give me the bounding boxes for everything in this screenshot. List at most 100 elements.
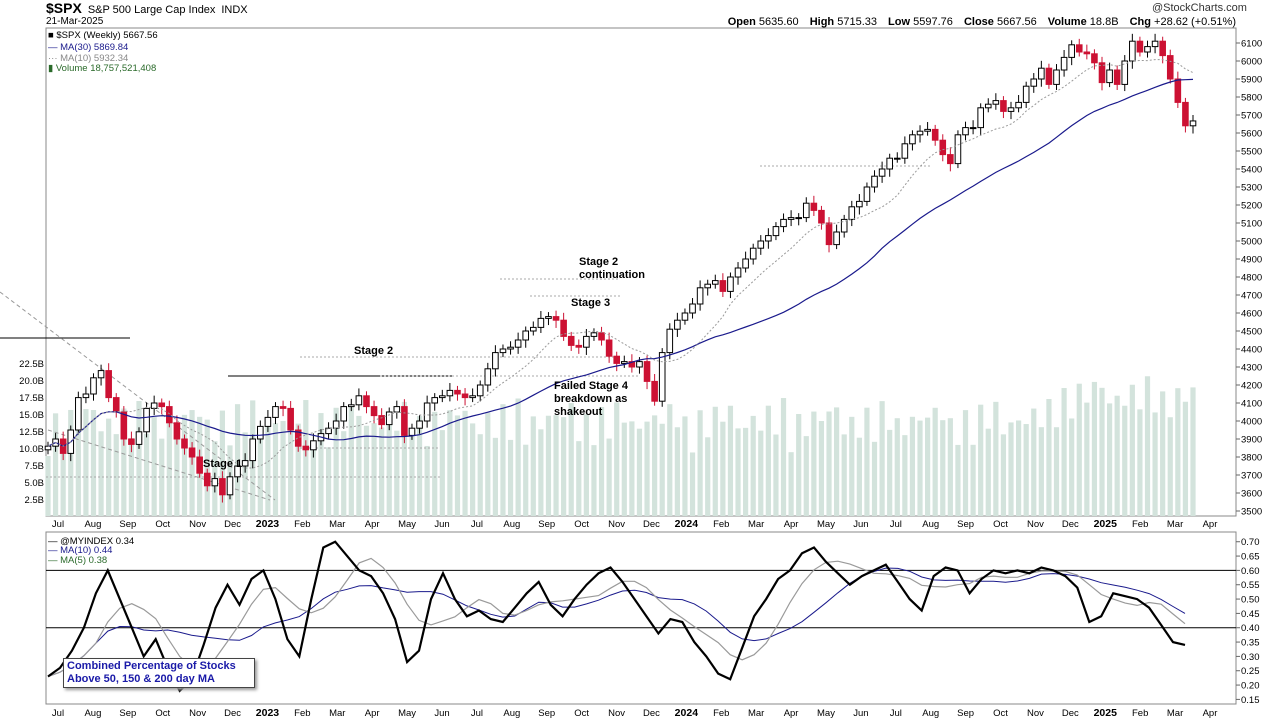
- indicator-x-label: Apr: [365, 708, 380, 719]
- price-tick-label: 4300: [1241, 363, 1262, 374]
- candle-up: [696, 287, 704, 305]
- volume-bar: [98, 431, 104, 516]
- volume-bar: [962, 410, 969, 516]
- price-tick-label: 6100: [1241, 39, 1262, 50]
- volume-bar: [1076, 383, 1082, 516]
- volume-bar: [871, 441, 878, 516]
- candle-down: [279, 406, 287, 409]
- price-x-label: Oct: [993, 519, 1008, 530]
- price-tick-label: 5900: [1241, 75, 1262, 86]
- candle-down: [1113, 69, 1121, 85]
- volume-bar: [310, 448, 316, 516]
- high-label: High: [809, 16, 835, 28]
- high-value: 5715.33: [837, 16, 877, 28]
- candle-up: [97, 370, 105, 379]
- volume-tick-label: 17.5B: [19, 393, 44, 404]
- volume-bar: [1144, 376, 1151, 516]
- indicator-x-label: Dec: [224, 708, 241, 719]
- candle-up: [1053, 69, 1060, 85]
- price-tick-label: 5100: [1241, 219, 1262, 230]
- chg-label: Chg: [1129, 16, 1151, 28]
- price-tick-label: 4000: [1241, 417, 1262, 428]
- downtrend-line: [0, 291, 276, 501]
- volume-bar: [606, 438, 612, 516]
- candle-up: [75, 397, 82, 431]
- volume-bar: [652, 415, 658, 516]
- volume-bar: [856, 437, 862, 516]
- volume-bar: [674, 427, 680, 516]
- candle-up: [241, 460, 249, 467]
- volume-bar: [356, 415, 362, 516]
- volume-bar: [75, 424, 81, 516]
- indicator-tick-label: 0.20: [1241, 681, 1260, 692]
- volume-bar: [174, 423, 180, 516]
- volume-bar: [667, 404, 673, 516]
- indicator-x-label: Dec: [1062, 708, 1079, 719]
- price-tick-label: 5500: [1241, 147, 1262, 158]
- candle-down: [552, 316, 560, 321]
- ohlc-readout: Open 5635.60 High 5715.33 Low 5597.76 Cl…: [720, 16, 1236, 28]
- volume-bar: [166, 414, 172, 516]
- volume-bar: [288, 410, 294, 516]
- candle-up: [150, 402, 158, 409]
- indicator-line: [47, 540, 1186, 693]
- price-tick-label: 5700: [1241, 111, 1262, 122]
- candle-up: [742, 258, 749, 269]
- indicator-x-label: Oct: [574, 708, 589, 719]
- candle-up: [711, 280, 719, 285]
- candle-down: [1045, 67, 1053, 85]
- volume-bar: [113, 434, 119, 516]
- volume-tick-label: 15.0B: [19, 410, 44, 421]
- candle-up: [590, 332, 598, 337]
- volume-tick-label: 10.0B: [19, 444, 44, 455]
- candle-up: [431, 397, 439, 404]
- candle-down: [931, 128, 939, 141]
- candle-up: [916, 130, 924, 136]
- volume-bar: [887, 429, 893, 516]
- candle-up: [1151, 40, 1159, 48]
- volume-bar: [644, 421, 650, 516]
- volume-bar: [303, 400, 309, 516]
- indicator-x-label: Nov: [608, 708, 625, 719]
- candle-up: [954, 134, 962, 165]
- volume-bar: [720, 421, 726, 516]
- candle-down: [302, 445, 310, 451]
- annotation-stage2: Stage 2: [354, 345, 394, 357]
- candle-up: [984, 103, 992, 109]
- candle-up: [484, 368, 492, 386]
- price-x-label: Dec: [224, 519, 241, 530]
- annotation-stage3: Stage 3: [571, 297, 611, 309]
- symbol: $SPX: [46, 0, 82, 16]
- volume-bar: [780, 398, 787, 516]
- price-x-label: Aug: [922, 519, 939, 530]
- price-tick-label: 6000: [1241, 57, 1262, 68]
- price-x-label: Sep: [957, 519, 974, 530]
- volume-bar: [386, 411, 392, 516]
- candle-up: [226, 476, 234, 496]
- price-x-label: Jun: [434, 519, 449, 530]
- volume-bar: [750, 415, 756, 516]
- price-x-label: Mar: [748, 519, 764, 530]
- volume-bar: [614, 402, 620, 516]
- volume-bar: [553, 415, 559, 516]
- candle-down: [219, 478, 226, 496]
- price-x-label: Oct: [574, 519, 589, 530]
- brand-watermark[interactable]: @StockCharts.com: [1152, 2, 1247, 14]
- candle-up: [893, 157, 901, 160]
- candle-up: [772, 226, 780, 237]
- volume-bar: [561, 417, 567, 516]
- volume-bar: [925, 417, 931, 516]
- candle-up: [44, 445, 52, 451]
- volume-bar: [151, 417, 157, 516]
- indicator-x-label: Feb: [713, 708, 729, 719]
- candle-up: [1007, 107, 1015, 112]
- volume-bar: [439, 430, 445, 516]
- candle-up: [492, 352, 499, 370]
- indicator-tick-label: 0.30: [1241, 652, 1260, 663]
- candle-down: [947, 154, 954, 165]
- candle-down: [605, 339, 613, 357]
- candle-up: [833, 231, 840, 246]
- candle-up: [408, 427, 416, 436]
- candle-up: [537, 317, 545, 328]
